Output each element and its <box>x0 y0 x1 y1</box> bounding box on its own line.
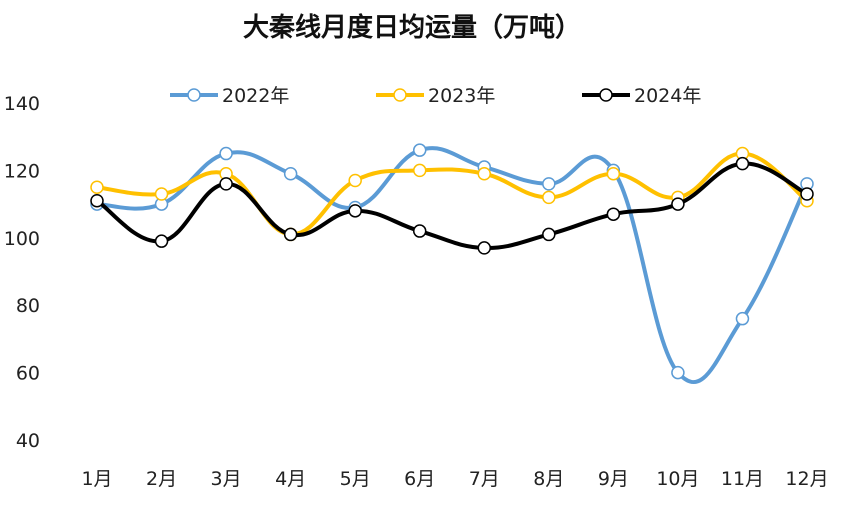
data-point <box>154 187 169 201</box>
y-tick-label: 60 <box>16 363 40 385</box>
x-tick-label: 3月 <box>211 468 242 490</box>
legend-marker-icon <box>187 88 201 102</box>
data-point <box>606 167 621 181</box>
y-tick-label: 40 <box>16 430 40 452</box>
data-point <box>412 143 427 157</box>
data-point <box>283 167 298 181</box>
y-tick-label: 120 <box>4 160 40 182</box>
x-tick-label: 12月 <box>785 468 828 490</box>
data-point <box>671 365 685 380</box>
x-tick-label: 1月 <box>81 468 112 490</box>
x-tick-label: 5月 <box>340 468 371 490</box>
legend-label: 2022年 <box>222 85 289 107</box>
data-point <box>90 193 104 208</box>
y-tick-label: 80 <box>16 295 40 317</box>
x-tick-label: 11月 <box>721 468 764 490</box>
legend-item: 2023年 <box>376 85 495 107</box>
data-point <box>606 207 621 221</box>
legend-item: 2022年 <box>170 85 289 107</box>
series-2024年 <box>90 156 814 255</box>
x-tick-label: 9月 <box>598 468 629 490</box>
data-point <box>219 146 233 161</box>
x-tick-label: 8月 <box>533 468 564 490</box>
x-tick-label: 6月 <box>404 468 435 490</box>
data-point <box>154 234 169 248</box>
y-tick-label: 140 <box>4 93 40 115</box>
legend-label: 2023年 <box>428 85 495 107</box>
data-point <box>90 180 104 194</box>
legend-label: 2024年 <box>634 85 701 107</box>
x-tick-label: 7月 <box>469 468 500 490</box>
legend-marker-icon <box>599 88 613 102</box>
data-point <box>542 177 556 191</box>
data-point <box>542 227 556 242</box>
data-point <box>477 241 492 255</box>
data-point <box>348 204 362 218</box>
data-point <box>735 156 750 171</box>
data-point <box>735 311 750 326</box>
data-point <box>477 167 492 181</box>
y-tick-label: 100 <box>4 228 40 250</box>
data-point <box>412 224 427 238</box>
legend-item: 2024年 <box>582 85 701 107</box>
chart-title: 大秦线月度日均运量（万吨） <box>243 12 581 43</box>
legend-marker-icon <box>393 88 407 102</box>
x-tick-label: 2月 <box>146 468 177 490</box>
data-point <box>283 227 298 242</box>
x-tick-label: 10月 <box>656 468 699 490</box>
data-point <box>219 177 233 191</box>
data-point <box>348 173 362 188</box>
data-point <box>671 197 685 211</box>
data-point <box>800 187 814 201</box>
x-tick-label: 4月 <box>275 468 306 490</box>
series-2023年 <box>90 146 814 242</box>
data-point <box>412 163 427 178</box>
data-point <box>542 190 556 205</box>
